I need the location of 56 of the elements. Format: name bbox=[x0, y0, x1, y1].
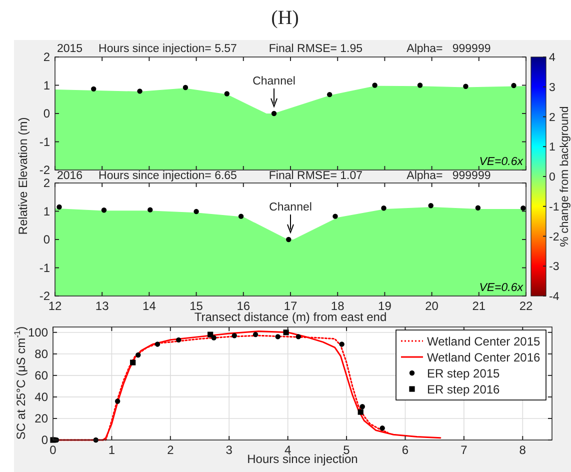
x-tick-label: 22 bbox=[519, 299, 533, 313]
y-tick-label: -2 bbox=[39, 163, 50, 177]
x-tick-label: 12 bbox=[48, 299, 62, 313]
annotation: Channel bbox=[252, 75, 296, 88]
annotation: VE=0.6x bbox=[479, 156, 524, 168]
x-tick-label: 8 bbox=[519, 443, 526, 457]
x-tick-label: 17 bbox=[284, 299, 298, 313]
color-bar-label: -2 bbox=[549, 231, 560, 244]
x-tick-label: 13 bbox=[95, 299, 110, 313]
y-tick-label: 0 bbox=[41, 433, 48, 447]
y-tick-label: 2 bbox=[43, 176, 50, 190]
x-tick-label: 1 bbox=[108, 443, 116, 457]
y-tick-label: -1 bbox=[39, 134, 50, 149]
y-tick-label: 2 bbox=[43, 50, 50, 64]
color-bar-label: -1 bbox=[549, 201, 560, 214]
x-tick-label: 20 bbox=[425, 299, 439, 313]
color-bar-label: 3 bbox=[549, 82, 556, 94]
y-tick-label: 80 bbox=[34, 346, 48, 361]
y-tick-label: 1 bbox=[43, 204, 50, 218]
x-tick-label: 15 bbox=[190, 299, 204, 313]
y-tick-label: 40 bbox=[34, 390, 48, 404]
color-bar-label: 4 bbox=[549, 52, 556, 64]
color-bar-label: 1 bbox=[549, 142, 556, 154]
y-tick-label: -2 bbox=[39, 289, 50, 303]
legend-label: Wetland Center 2015 bbox=[427, 334, 541, 348]
color-bar-label: -4 bbox=[549, 291, 560, 303]
x-tick-label: 21 bbox=[472, 299, 486, 313]
x-tick-label: 3 bbox=[226, 443, 233, 457]
color-bar-label: -3 bbox=[549, 261, 560, 274]
y-tick-label: 20 bbox=[34, 411, 48, 426]
legend-label: ER step 2015 bbox=[427, 366, 500, 380]
x-tick-label: 16 bbox=[236, 299, 250, 313]
x-axis-title: Transect distance (m) from east end bbox=[194, 310, 387, 324]
x-tick-label: 6 bbox=[402, 443, 409, 457]
y-tick-label: 1 bbox=[43, 78, 50, 92]
x-tick-label: 18 bbox=[330, 299, 345, 313]
x-tick-label: 14 bbox=[142, 299, 156, 313]
x-tick-label: 19 bbox=[378, 299, 392, 313]
chart-subtitle: 2016 Hours since injection= 6.65 Final RMSE= 1.07 Alpha= 999999 bbox=[57, 170, 491, 182]
legend-label: ER step 2016 bbox=[427, 382, 500, 396]
color-bar-title: % change from background bbox=[559, 106, 571, 247]
annotation: Channel bbox=[269, 201, 312, 214]
chart-title: (H) bbox=[271, 7, 299, 29]
y-tick-label: 100 bbox=[28, 325, 48, 340]
legend-label: Wetland Center 2016 bbox=[427, 350, 541, 364]
y-tick-label: -1 bbox=[39, 260, 50, 275]
color-bar-label: 0 bbox=[549, 172, 556, 184]
y-tick-label: 0 bbox=[43, 232, 50, 246]
y-axis-title: Relative Elevation (m) bbox=[16, 117, 30, 235]
chart-subtitle: 2015 Hours since injection= 5.57 Final RMSE= 1.95 Alpha= 999999 bbox=[57, 43, 491, 55]
x-tick-label: 7 bbox=[460, 443, 468, 457]
color-bar-label: 2 bbox=[549, 112, 556, 124]
annotation: VE=0.6x bbox=[479, 282, 524, 294]
x-tick-label: 2 bbox=[167, 443, 174, 457]
y-tick-label: 60 bbox=[34, 368, 48, 382]
y-tick-label: 0 bbox=[43, 106, 50, 120]
